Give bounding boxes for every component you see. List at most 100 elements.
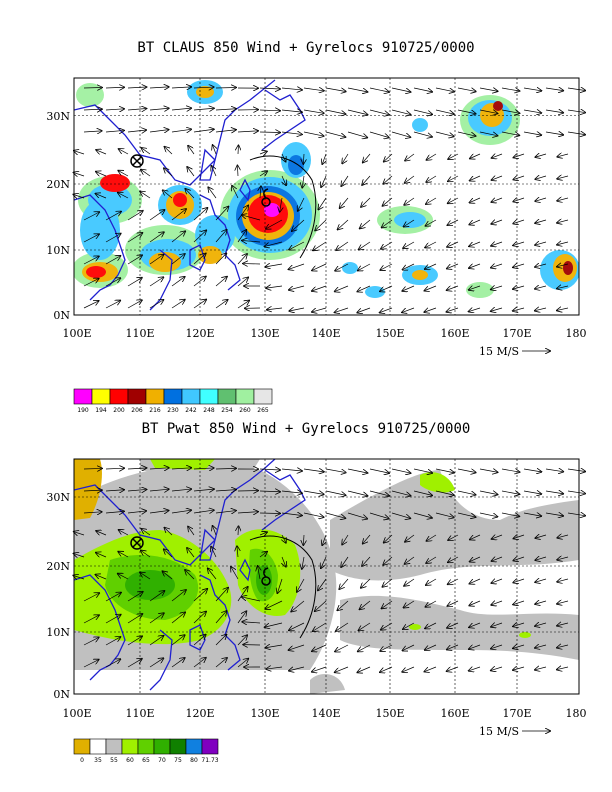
top-map-panel: 0N 10N 20N 30N 100E 110E 120E 130E 140E …: [46, 77, 586, 414]
wind-vector: [357, 307, 371, 313]
wind-vector: [215, 300, 228, 309]
top-colorbar-label: 260: [239, 407, 251, 414]
bottom-lon-label-4: 140E: [311, 707, 340, 720]
top-lat-axis: 0N 10N 20N 30N: [46, 110, 70, 322]
bottom-colorbar-swatch: [105, 738, 123, 755]
wind-vector: [341, 175, 349, 186]
wind-vector: [523, 491, 541, 494]
wind-vector: [513, 579, 525, 583]
wind-vector: [232, 186, 239, 199]
wind-vector: [523, 132, 541, 135]
wind-vector: [557, 242, 569, 245]
wind-vector: [237, 254, 247, 265]
top-colorbar-swatch: [73, 388, 93, 405]
wind-vector: [557, 154, 569, 157]
wind-vector: [105, 256, 120, 265]
wind-vector: [491, 308, 503, 311]
wind-vector: [545, 491, 563, 494]
bottom-colorbar-label: 60: [126, 757, 134, 764]
wind-vector: [96, 553, 107, 557]
wind-vector: [325, 468, 346, 473]
wind-vector: [127, 233, 142, 243]
wind-vector: [470, 175, 481, 181]
wind-vector: [435, 131, 454, 136]
wind-vector: [164, 168, 173, 177]
wind-vector: [383, 556, 393, 565]
wind-vector: [318, 578, 327, 590]
wind-vector: [242, 215, 261, 221]
wind-vector: [187, 167, 195, 177]
wind-vector: [140, 192, 151, 199]
wind-vector: [105, 615, 121, 624]
wind-vector: [380, 263, 393, 270]
wind-vector: [425, 285, 437, 291]
wind-vector: [335, 263, 349, 271]
wind-vector: [281, 132, 302, 134]
wind-vector: [523, 88, 541, 91]
wind-vector: [171, 658, 185, 668]
top-lat-label-1: 10N: [46, 244, 70, 257]
wind-vector: [448, 534, 459, 540]
wind-vector: [83, 615, 99, 624]
wind-vector: [491, 623, 503, 627]
wind-vector: [303, 110, 324, 113]
bottom-lon-axis: 100E 110E 120E 130E 140E 150E 160E 170E …: [62, 707, 586, 720]
wind-vector: [281, 88, 302, 90]
wind-vector: [380, 666, 393, 672]
wind-vector: [215, 588, 228, 602]
wind-vector: [380, 307, 393, 313]
bottom-map-frame: [73, 458, 580, 695]
wind-vector: [237, 301, 249, 309]
wind-vector: [193, 489, 214, 491]
wind-vector: [470, 534, 481, 540]
top-wind-reference: 15 M/S: [479, 345, 550, 358]
wind-vector: [208, 187, 217, 199]
wind-vector: [259, 171, 267, 176]
wind-vector: [281, 469, 302, 471]
wind-vector: [215, 611, 227, 624]
wind-vector: [302, 175, 304, 188]
wind-vector: [325, 131, 345, 137]
wind-vector: [335, 307, 349, 312]
wind-vector: [259, 532, 267, 535]
top-lon-label-2: 120E: [185, 327, 214, 340]
wind-vector: [171, 468, 191, 469]
wind-vector: [402, 307, 415, 312]
wind-vector: [457, 512, 475, 517]
wind-vector: [447, 622, 459, 628]
bottom-colorbar-label: 65: [142, 757, 150, 764]
wind-vector: [105, 490, 124, 491]
wind-vector: [127, 130, 146, 132]
wind-vector: [557, 264, 569, 267]
bottom-colorbar-label: 55: [110, 757, 118, 764]
wind-vector: [557, 623, 569, 626]
wind-vector: [557, 557, 569, 560]
wind-vector: [362, 175, 371, 185]
wind-vector: [545, 88, 563, 91]
wind-vector: [171, 300, 185, 309]
bottom-colorbar-label: 80: [190, 757, 198, 764]
top-typhoon-symbol: [261, 188, 271, 207]
wind-vector: [105, 212, 121, 221]
wind-vector: [188, 527, 195, 536]
bottom-lon-label-0: 100E: [62, 707, 91, 720]
wind-vector: [105, 109, 124, 110]
wind-vector: [567, 513, 585, 516]
wind-vector: [402, 666, 415, 672]
wind-vector: [237, 659, 248, 668]
wind-vector: [501, 88, 519, 91]
wind-vector: [237, 546, 238, 558]
wind-vector: [259, 491, 280, 492]
wind-vector: [303, 131, 324, 136]
wind-vector: [413, 87, 432, 92]
wind-vector: [259, 552, 267, 558]
wind-vector: [149, 108, 169, 110]
bottom-colorbar-swatch: [89, 738, 107, 755]
wind-vector: [479, 469, 498, 472]
wind-vector: [231, 567, 239, 580]
wind-vector: [383, 175, 393, 184]
wind-vector: [193, 589, 207, 602]
wind-vector: [448, 153, 459, 159]
wind-vector: [403, 241, 415, 248]
wind-vector: [413, 490, 432, 495]
